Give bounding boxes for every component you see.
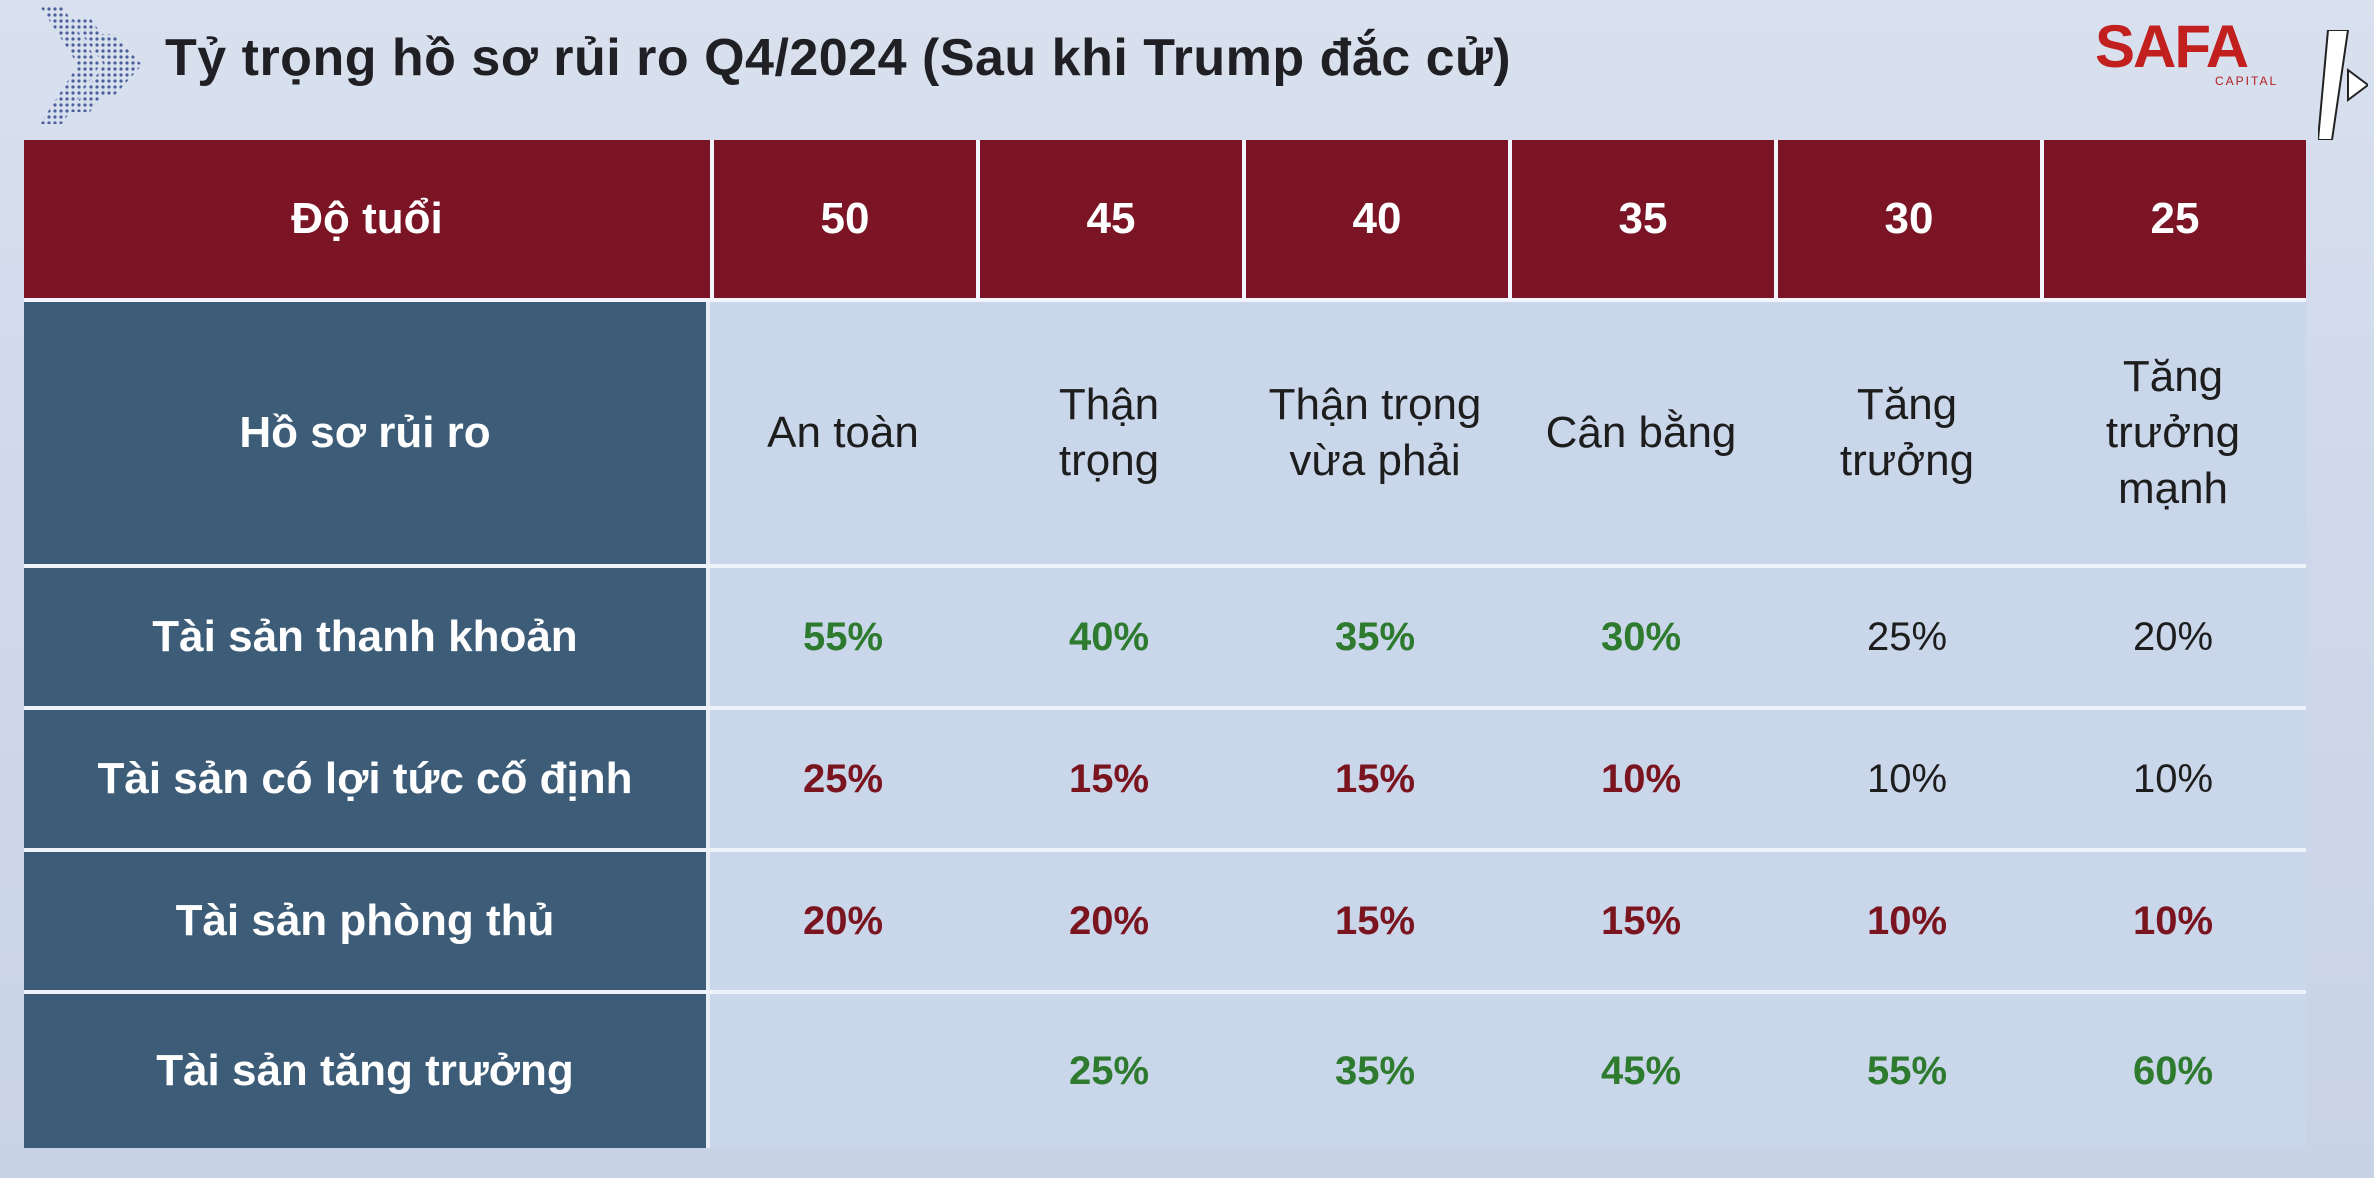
age-header-row: Độ tuổi 50 45 40 35 30 25 xyxy=(24,140,2306,298)
value-cell: 35% xyxy=(1242,568,1508,706)
age-cell: 25 xyxy=(2040,140,2306,298)
value-cell: 10% xyxy=(2040,852,2306,990)
table-row: Tài sản thanh khoản 55% 40% 35% 30% 25% … xyxy=(24,568,2306,706)
value-cell: 25% xyxy=(1774,568,2040,706)
value-cell: 20% xyxy=(710,852,976,990)
age-cell: 40 xyxy=(1242,140,1508,298)
row-divider xyxy=(24,848,2306,852)
logo-subtext: CAPITAL xyxy=(2215,74,2279,88)
value-cell: 60% xyxy=(2040,994,2306,1148)
age-cell: 45 xyxy=(976,140,1242,298)
profile-text: An toàn xyxy=(767,408,919,457)
value-cell: 25% xyxy=(976,994,1242,1148)
value-cell: 40% xyxy=(976,568,1242,706)
value-cell: 10% xyxy=(2040,710,2306,848)
row-label: Tài sản tăng trưởng xyxy=(24,994,710,1148)
row-label: Tài sản thanh khoản xyxy=(24,568,710,706)
profile-cell: Tăng trưởng xyxy=(1774,302,2040,564)
profile-label: Hồ sơ rủi ro xyxy=(24,302,710,564)
table-row: Tài sản tăng trưởng 25% 35% 45% 55% 60% xyxy=(24,994,2306,1148)
slide-header: Tỷ trọng hồ sơ rủi ro Q4/2024 (Sau khi T… xyxy=(0,0,2374,140)
value-cell: 35% xyxy=(1242,994,1508,1148)
row-label: Tài sản phòng thủ xyxy=(24,852,710,990)
value-cell xyxy=(710,994,976,1148)
row-divider xyxy=(24,564,2306,568)
value-cell: 55% xyxy=(1774,994,2040,1148)
value-cell: 15% xyxy=(976,710,1242,848)
table-row: Tài sản phòng thủ 20% 20% 15% 15% 10% 10… xyxy=(24,852,2306,990)
profile-text: Thận trọng xyxy=(1058,380,1160,485)
profile-text: Thận trọng vừa phải xyxy=(1268,380,1482,485)
value-cell: 20% xyxy=(976,852,1242,990)
page-title: Tỷ trọng hồ sơ rủi ro Q4/2024 (Sau khi T… xyxy=(165,29,1512,87)
table-row: Tài sản có lợi tức cố định 25% 15% 15% 1… xyxy=(24,710,2306,848)
profile-cell: Thận trọng xyxy=(976,302,1242,564)
chevrons-icon xyxy=(40,6,142,124)
profile-cell: Thận trọng vừa phải xyxy=(1242,302,1508,564)
profile-text: Cân bằng xyxy=(1545,408,1737,457)
edge-glyph-icon xyxy=(2318,30,2368,140)
safa-logo: SAFA CAPITAL xyxy=(2095,12,2295,92)
profile-cell: Tăng trưởng mạnh xyxy=(2040,302,2306,564)
value-cell: 45% xyxy=(1508,994,1774,1148)
value-cell: 55% xyxy=(710,568,976,706)
value-cell: 10% xyxy=(1508,710,1774,848)
value-cell: 15% xyxy=(1242,710,1508,848)
profile-text: Tăng trưởng mạnh xyxy=(2105,352,2241,513)
risk-profile-table: Độ tuổi 50 45 40 35 30 25 Hồ sơ rủi ro A… xyxy=(24,140,2306,1148)
age-cell: 35 xyxy=(1508,140,1774,298)
profile-cell: An toàn xyxy=(710,302,976,564)
row-divider xyxy=(24,990,2306,994)
value-cell: 10% xyxy=(1774,852,2040,990)
profile-row: Hồ sơ rủi ro An toàn Thận trọng Thận trọ… xyxy=(24,302,2306,564)
row-label: Tài sản có lợi tức cố định xyxy=(24,710,710,848)
value-cell: 25% xyxy=(710,710,976,848)
age-cell: 50 xyxy=(710,140,976,298)
value-cell: 10% xyxy=(1774,710,2040,848)
logo-text: SAFA xyxy=(2095,13,2249,80)
profile-cell: Cân bằng xyxy=(1508,302,1774,564)
row-divider xyxy=(24,706,2306,710)
profile-text: Tăng trưởng xyxy=(1839,380,1975,485)
value-cell: 15% xyxy=(1242,852,1508,990)
value-cell: 15% xyxy=(1508,852,1774,990)
value-cell: 20% xyxy=(2040,568,2306,706)
age-label: Độ tuổi xyxy=(24,140,710,298)
age-cell: 30 xyxy=(1774,140,2040,298)
value-cell: 30% xyxy=(1508,568,1774,706)
